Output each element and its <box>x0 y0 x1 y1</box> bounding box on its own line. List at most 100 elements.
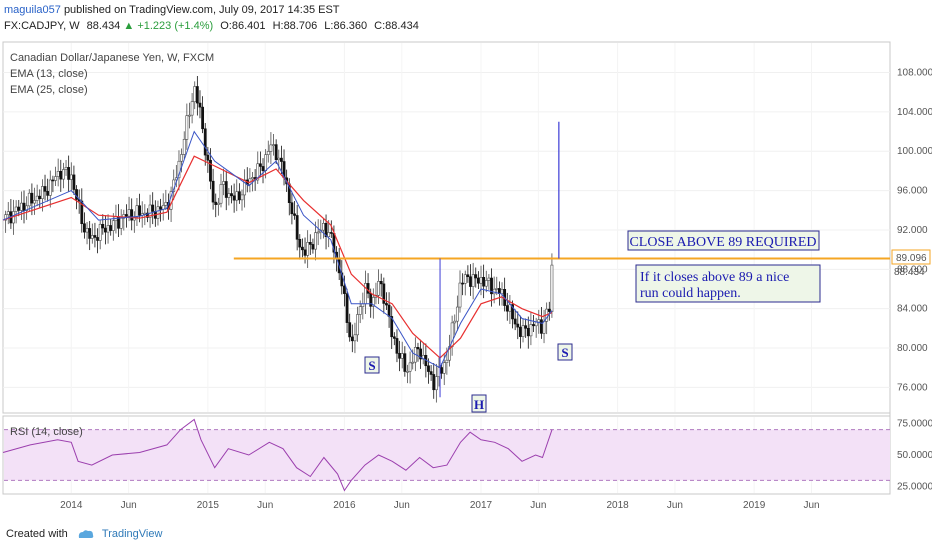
candle-body <box>130 209 134 221</box>
candle-body <box>211 180 215 203</box>
open-value: O:86.401 <box>220 20 266 32</box>
candle-body <box>476 277 480 284</box>
candle-body <box>395 338 399 354</box>
candle-body <box>390 316 394 338</box>
symbol-line: FX:CADJPY, W 88.434 ▲ +1.223 (+1.4%) O:8… <box>4 20 419 32</box>
candle-body <box>38 195 42 200</box>
note-callout[interactable] <box>635 264 821 303</box>
candle-body <box>290 202 294 215</box>
last-price: 88.434 <box>86 20 121 32</box>
candle-body <box>461 282 465 285</box>
candle-body <box>159 206 162 210</box>
candle-body <box>356 314 359 336</box>
candle-body <box>377 281 380 296</box>
candle-body <box>206 154 210 161</box>
candle-body <box>445 359 449 363</box>
head-marker[interactable] <box>471 394 487 413</box>
candle-body <box>484 280 488 287</box>
candle-body <box>72 174 76 190</box>
candle-body <box>46 191 50 196</box>
candle-body <box>19 202 23 211</box>
candle-body <box>308 242 312 245</box>
candle-body <box>251 177 254 180</box>
candle-body <box>135 205 139 218</box>
note-line-1: If it closes above 89 a nice <box>640 270 789 285</box>
candle-body <box>25 205 29 211</box>
candle-body <box>427 365 430 372</box>
candle-body <box>526 327 530 337</box>
candle-body <box>182 139 186 155</box>
candle-body <box>298 238 302 248</box>
candle-body <box>458 282 462 308</box>
time-tick-8: 2018 <box>606 500 629 511</box>
candle-body <box>264 154 268 171</box>
price-tick-7: 104.000 <box>897 107 932 118</box>
candle-body <box>4 214 8 221</box>
candle-body <box>382 283 386 304</box>
right-shoulder-marker[interactable] <box>557 343 573 361</box>
candle-body <box>235 191 239 201</box>
candle-body <box>198 102 202 108</box>
candle-body <box>33 200 36 204</box>
candle-body <box>17 206 21 211</box>
up-arrow-icon: ▲ <box>123 20 135 32</box>
left-shoulder-marker[interactable] <box>364 356 380 374</box>
candle-body <box>350 336 354 342</box>
candle-body <box>293 213 296 216</box>
published-text: published on TradingView.com, July 09, 2… <box>63 4 340 16</box>
candle-body <box>22 202 26 211</box>
candle-body <box>201 106 205 130</box>
required-callout[interactable] <box>627 230 820 251</box>
close-value: C:88.434 <box>374 20 419 32</box>
time-tick-4: 2016 <box>333 500 356 511</box>
created-with-text: Created with <box>6 528 68 540</box>
candle-body <box>258 163 262 167</box>
tradingview-brand[interactable]: TradingView <box>101 528 163 540</box>
candle-body <box>190 101 194 116</box>
candle-body <box>385 303 388 306</box>
ema13-legend[interactable]: EMA (13, close) <box>10 68 88 80</box>
note-line-2: run could happen. <box>640 286 741 301</box>
candle-body <box>516 323 520 328</box>
candle-body <box>256 163 260 181</box>
candle-body <box>146 212 149 218</box>
candle-body <box>392 336 396 339</box>
price-tick-1: 80.000 <box>897 343 928 354</box>
candle-body <box>429 371 433 375</box>
candle-body <box>195 86 199 104</box>
symbol-label: FX:CADJPY, W <box>4 20 80 32</box>
rsi-tick-labels: 25.0000 50.0000 75.0000 <box>897 418 932 492</box>
ema25-legend[interactable]: EMA (25, close) <box>10 84 88 96</box>
candle-body <box>314 232 317 250</box>
candle-body <box>529 324 533 337</box>
candle-body <box>266 151 270 155</box>
author-link[interactable]: maguila057 <box>4 4 61 16</box>
candle-body <box>353 334 357 342</box>
candle-body <box>366 283 370 294</box>
rsi-legend[interactable]: RSI (14, close) <box>10 426 83 438</box>
candle-body <box>227 193 231 198</box>
candle-body <box>27 192 31 207</box>
rsi-tick-0: 25.0000 <box>897 482 932 493</box>
time-tick-0: 2014 <box>60 500 83 511</box>
candle-body <box>500 289 504 294</box>
candle-body <box>62 169 65 180</box>
candle-body <box>119 217 123 229</box>
low-value: L:86.360 <box>324 20 368 32</box>
candle-body <box>224 181 228 198</box>
price-tick-3: 88.000 <box>897 264 928 275</box>
candle-body <box>416 347 420 350</box>
candle-body <box>537 319 541 323</box>
candle-body <box>440 367 444 374</box>
candle-body <box>240 194 244 201</box>
candle-body <box>51 179 55 182</box>
footer: Created with TradingView <box>6 528 162 540</box>
candle-body <box>348 322 352 338</box>
candle-body <box>111 220 115 231</box>
time-tick-1: Jun <box>121 500 137 511</box>
candle-body <box>487 277 491 281</box>
price-tick-6: 100.000 <box>897 146 932 157</box>
candle-body <box>209 159 212 182</box>
candle-body <box>306 242 310 256</box>
